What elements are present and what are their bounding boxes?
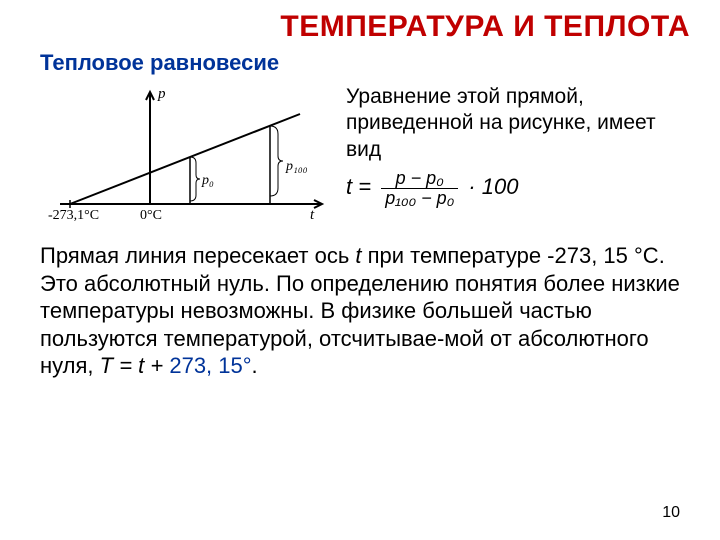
- diagram: p t 0°C -273,1°C p₀ p₁₀₀: [40, 84, 330, 234]
- formula-denominator: p₁₀₀ − p₀: [381, 189, 458, 208]
- upper-row: p t 0°C -273,1°C p₀ p₁₀₀ Уравнение этой …: [40, 84, 690, 234]
- x-axis-label: t: [310, 207, 315, 223]
- slide-subtitle: Тепловое равновесие: [40, 50, 690, 76]
- formula-lhs: t =: [346, 174, 371, 199]
- y-axis-label: p: [157, 86, 166, 102]
- formula-numerator: p − p₀: [381, 169, 458, 189]
- body-blue: 273, 15°: [169, 353, 251, 378]
- origin-label: 0°C: [140, 208, 162, 223]
- equation-block: Уравнение этой прямой, приведенной на ри…: [346, 84, 690, 208]
- body-eq: T = t +: [100, 353, 170, 378]
- p0-label: p₀: [201, 173, 214, 188]
- body-span-1: Прямая линия пересекает ось: [40, 243, 355, 268]
- formula: t = p − p₀ p₁₀₀ − p₀ · 100: [346, 169, 690, 208]
- body-span-end: .: [252, 353, 258, 378]
- page-number: 10: [662, 504, 680, 522]
- p100-label: p₁₀₀: [285, 159, 308, 174]
- body-text: Прямая линия пересекает ось t при темпер…: [40, 242, 690, 380]
- slide-title: ТЕМПЕРАТУРА И ТЕПЛОТА: [40, 10, 690, 44]
- equation-lead: Уравнение этой прямой, приведенной на ри…: [346, 84, 690, 163]
- left-axis-label: -273,1°C: [48, 208, 99, 223]
- formula-tail: · 100: [468, 174, 518, 199]
